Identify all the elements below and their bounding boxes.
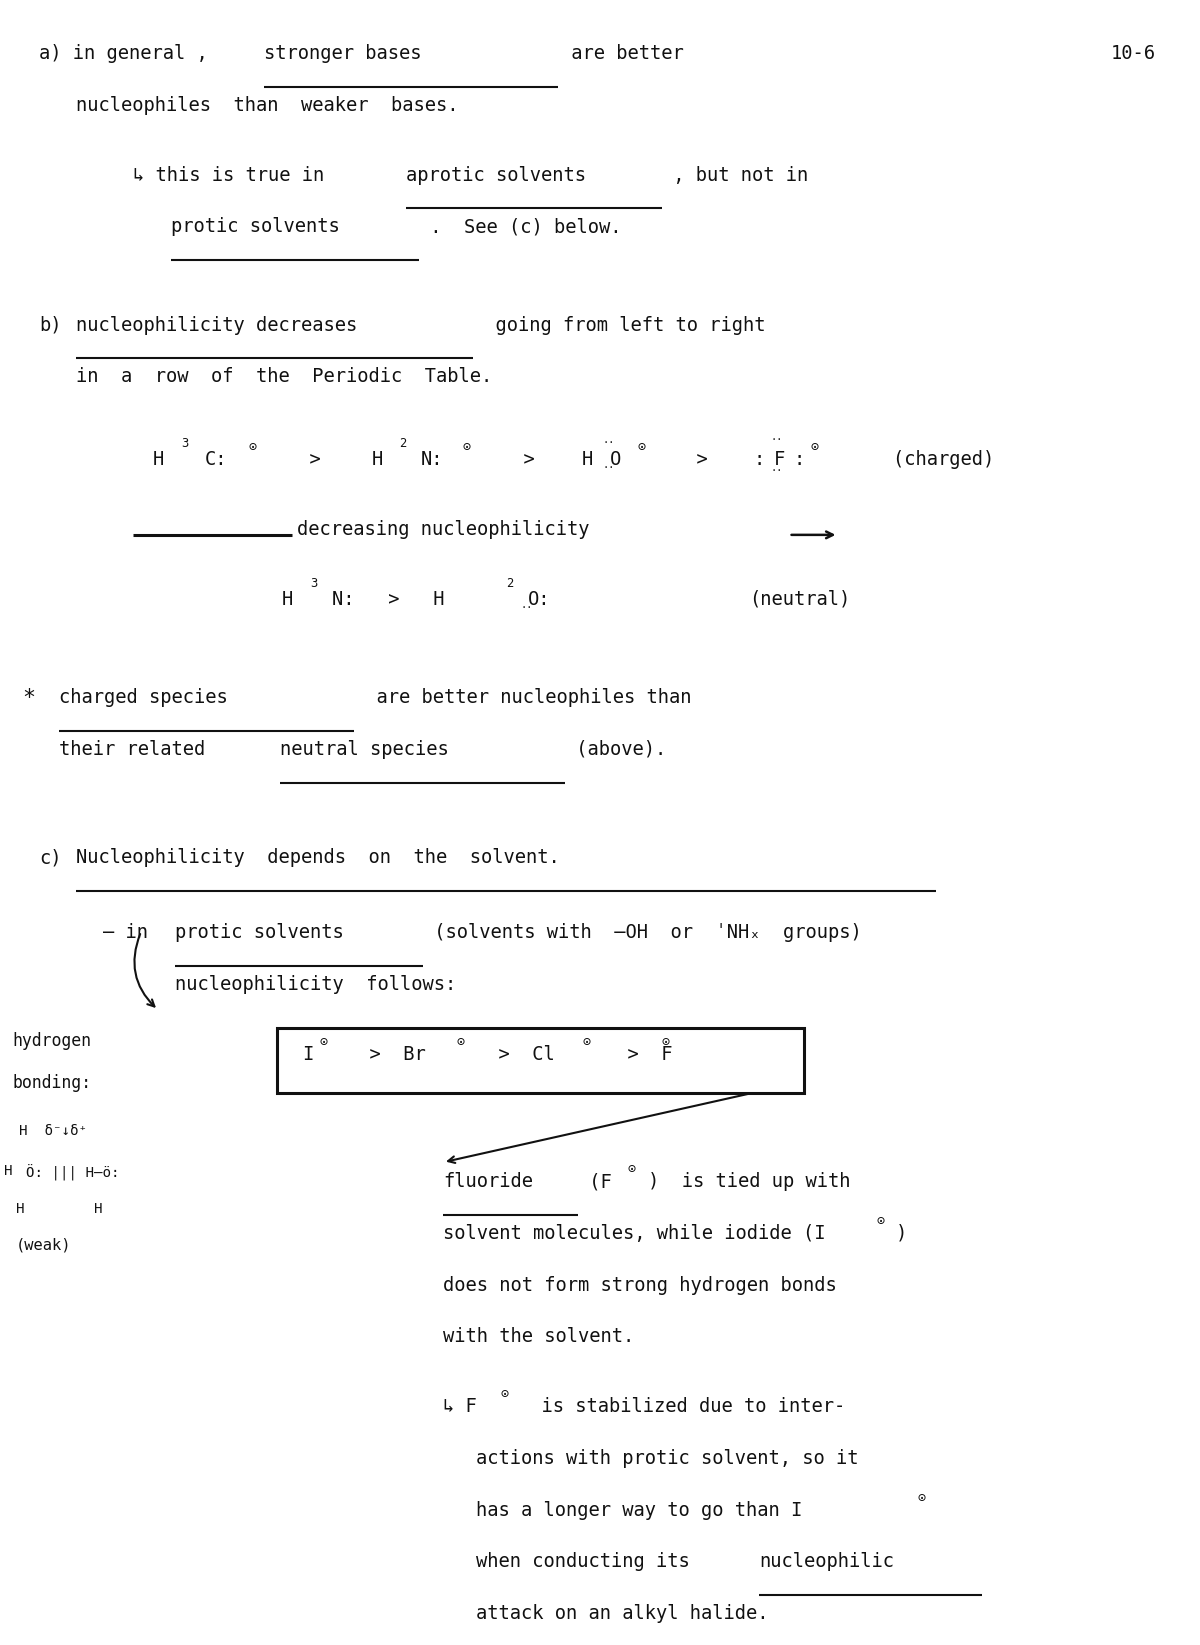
Text: – in: – in <box>103 923 149 943</box>
Text: ⊙: ⊙ <box>810 441 818 454</box>
Text: >  F: > F <box>605 1045 672 1064</box>
Text: bonding:: bonding: <box>12 1074 91 1092</box>
Text: Ö: ||| H–ö:: Ö: ||| H–ö: <box>26 1165 120 1181</box>
Text: H: H <box>372 451 383 469</box>
Text: 3: 3 <box>181 438 188 451</box>
Text: hydrogen: hydrogen <box>12 1031 91 1050</box>
Text: are better nucleophiles than: are better nucleophiles than <box>354 688 691 707</box>
Text: 2: 2 <box>400 438 407 451</box>
Text: ↳ F: ↳ F <box>443 1397 476 1416</box>
Text: ⊙: ⊙ <box>637 441 646 454</box>
Text: ⊙: ⊙ <box>628 1163 636 1176</box>
Text: has a longer way to go than I: has a longer way to go than I <box>476 1500 802 1520</box>
Text: H  δ⁻↓δ⁺: H δ⁻↓δ⁺ <box>19 1125 88 1138</box>
Text: (charged): (charged) <box>848 451 995 469</box>
Text: is stabilized due to inter-: is stabilized due to inter- <box>518 1397 845 1416</box>
Text: ⊙: ⊙ <box>248 441 257 454</box>
Text: ..: .. <box>770 462 784 474</box>
Text: >: > <box>674 451 731 469</box>
Text: H: H <box>16 1202 24 1216</box>
Text: are better: are better <box>560 44 684 63</box>
Text: >: > <box>500 451 557 469</box>
Text: going from left to right: going from left to right <box>473 316 766 334</box>
Text: stronger bases: stronger bases <box>264 44 422 63</box>
Text: 2: 2 <box>505 577 512 591</box>
Text: N:   >   H: N: > H <box>332 591 444 609</box>
Text: :: : <box>793 451 805 469</box>
Text: H: H <box>582 451 593 469</box>
Text: (above).: (above). <box>565 740 666 758</box>
Text: protic solvents: protic solvents <box>170 217 340 237</box>
Text: ↳ this is true in: ↳ this is true in <box>133 166 324 184</box>
Text: ..: .. <box>602 436 616 446</box>
Text: decreasing nucleophilicity: decreasing nucleophilicity <box>298 520 589 540</box>
Text: F: F <box>774 451 785 469</box>
Text: C:: C: <box>205 451 227 469</box>
Text: charged species: charged species <box>59 688 228 707</box>
Text: (solvents with  –OH  or  ˈNHₓ  groups): (solvents with –OH or ˈNHₓ groups) <box>424 923 862 943</box>
Text: nucleophilic: nucleophilic <box>758 1553 894 1571</box>
Text: ⊙: ⊙ <box>918 1490 926 1505</box>
Text: nucleophilicity  follows:: nucleophilicity follows: <box>175 975 456 994</box>
Text: >  Br: > Br <box>347 1045 426 1064</box>
Text: O:: O: <box>528 591 550 609</box>
Text: (weak): (weak) <box>16 1239 72 1253</box>
Text: aprotic solvents: aprotic solvents <box>407 166 587 184</box>
Text: (neutral): (neutral) <box>749 591 851 609</box>
Text: fluoride: fluoride <box>443 1173 533 1191</box>
Text: ⊙: ⊙ <box>463 441 472 454</box>
Text: nucleophilicity decreases: nucleophilicity decreases <box>76 316 356 334</box>
Text: ..: .. <box>521 600 533 610</box>
Text: attack on an alkyl halide.: attack on an alkyl halide. <box>476 1604 768 1624</box>
Text: when conducting its: when conducting its <box>476 1553 690 1571</box>
Text: , but not in: , but not in <box>661 166 808 184</box>
Text: solvent molecules, while iodide (I: solvent molecules, while iodide (I <box>443 1224 826 1244</box>
Text: H: H <box>4 1165 13 1178</box>
Text: ..: .. <box>602 461 616 470</box>
Text: *: * <box>22 688 35 707</box>
Text: ⊙: ⊙ <box>456 1035 464 1050</box>
Text: H: H <box>154 451 164 469</box>
Text: H: H <box>94 1202 102 1216</box>
Text: ⊙: ⊙ <box>876 1214 884 1229</box>
Text: a) in general ,: a) in general , <box>38 44 208 63</box>
Text: nucleophiles  than  weaker  bases.: nucleophiles than weaker bases. <box>76 95 458 115</box>
Text: H: H <box>282 591 294 609</box>
Text: ..: .. <box>770 433 784 443</box>
Text: Nucleophilicity  depends  on  the  solvent.: Nucleophilicity depends on the solvent. <box>76 849 559 867</box>
Text: b): b) <box>38 316 61 334</box>
Text: (F: (F <box>578 1173 612 1191</box>
Text: protic solvents: protic solvents <box>175 923 343 943</box>
Text: >: > <box>287 451 343 469</box>
Text: does not form strong hydrogen bonds: does not form strong hydrogen bonds <box>443 1275 836 1295</box>
Text: >  Cl: > Cl <box>476 1045 554 1064</box>
Text: ⊙: ⊙ <box>661 1035 670 1050</box>
Text: N:: N: <box>421 451 444 469</box>
Bar <box>277 1028 804 1092</box>
Text: actions with protic solvent, so it: actions with protic solvent, so it <box>476 1449 858 1467</box>
Text: I: I <box>302 1045 313 1064</box>
Text: 3: 3 <box>310 577 317 591</box>
Text: 10-6: 10-6 <box>1111 44 1156 63</box>
Text: )  is tied up with: ) is tied up with <box>648 1173 850 1191</box>
Text: in  a  row  of  the  Periodic  Table.: in a row of the Periodic Table. <box>76 367 492 387</box>
Text: O: O <box>610 451 622 469</box>
Text: ⊙: ⊙ <box>582 1035 590 1050</box>
Text: ⊙: ⊙ <box>500 1387 509 1402</box>
Text: .  See (c) below.: . See (c) below. <box>419 217 622 237</box>
Text: ⊙: ⊙ <box>320 1035 328 1050</box>
Text: neutral species: neutral species <box>281 740 449 758</box>
Text: c): c) <box>38 849 61 867</box>
Text: ): ) <box>896 1224 907 1244</box>
Text: :: : <box>754 451 766 469</box>
Text: their related: their related <box>59 740 205 758</box>
Text: with the solvent.: with the solvent. <box>443 1328 635 1346</box>
